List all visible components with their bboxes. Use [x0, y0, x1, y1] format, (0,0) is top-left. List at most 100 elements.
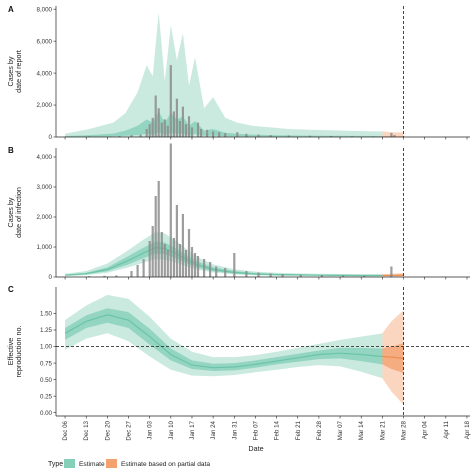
bar [145, 129, 148, 137]
y-tick-label: 0.75 [40, 360, 53, 367]
median-line-partial [382, 355, 404, 359]
bar [181, 214, 184, 277]
bar [281, 274, 284, 277]
bar [178, 244, 181, 277]
x-axis-label: Date [248, 444, 263, 453]
bar [236, 132, 239, 137]
x-tick-label: Mar 21 [379, 420, 386, 440]
bar [142, 259, 145, 277]
bar [320, 275, 323, 277]
bar [139, 134, 142, 137]
x-tick-label: Dec 13 [83, 420, 90, 440]
x-tick-label: Mar 07 [337, 420, 344, 440]
x-tick-label: Apr 11 [443, 420, 450, 438]
shared-x-axis: Dec 06 Dec 13 Dec 20 Dec 27 Jan 03 Jan 10 Jan … [62, 137, 471, 441]
bar [172, 238, 175, 277]
x-tick-label: Feb 21 [295, 420, 302, 440]
x-tick-label: Dec 20 [104, 420, 111, 440]
bar [130, 271, 133, 277]
bar [257, 134, 260, 137]
bar [257, 272, 260, 277]
x-tick-label: Jan 03 [147, 420, 154, 439]
legend-label-partial: Estimate based on partial data [121, 461, 210, 468]
x-tick-label: Mar 14 [358, 420, 365, 440]
bar [187, 229, 191, 277]
panel-a: A Cases by date of report 0 2,000 4,000 6,000 8… [6, 5, 470, 141]
y-axis-label: Cases by [6, 56, 15, 86]
y-axis-label: Cases by [6, 197, 15, 227]
bar [218, 132, 221, 137]
bar [329, 136, 333, 137]
y-tick-label: 0.00 [40, 410, 53, 417]
bar [136, 265, 139, 277]
bar [351, 136, 354, 137]
bar [151, 226, 154, 277]
band-50-partial [382, 343, 404, 373]
bar [190, 127, 194, 137]
bar [200, 129, 203, 137]
x-tick-label: Jan 17 [189, 420, 196, 439]
bar [203, 259, 206, 277]
x-tick-label: Jan 31 [231, 420, 238, 439]
y-tick-label: 3,000 [37, 184, 53, 191]
y-axis-label: reproduction no. [14, 326, 23, 378]
bar [190, 247, 194, 277]
bar [196, 256, 200, 277]
x-tick-label: Mar 28 [401, 420, 408, 440]
y-tick-label: 0 [49, 134, 53, 141]
y-tick-label: 0.25 [40, 393, 53, 400]
bar [88, 276, 91, 277]
legend-swatch-partial [106, 459, 117, 468]
bar [287, 135, 290, 137]
band-90-estimate [65, 232, 383, 277]
bar [212, 131, 215, 137]
band-50-estimate [65, 111, 383, 137]
bar [206, 129, 209, 137]
y-axis-label: date of report [14, 50, 23, 93]
bar [187, 116, 191, 137]
bar [308, 135, 311, 137]
y-axis-label: Effective [6, 338, 15, 365]
bar [130, 135, 133, 137]
y-tick-label: 2,000 [37, 214, 53, 221]
bar [184, 124, 187, 137]
bar [172, 111, 175, 137]
bar [181, 106, 184, 137]
legend-swatch-estimate [64, 459, 75, 468]
y-tick-label: 8,000 [37, 6, 53, 13]
legend-title: Type [48, 461, 63, 468]
median-line-estimate [64, 314, 383, 369]
x-tick-label: Jan 24 [210, 420, 217, 439]
bar [154, 95, 157, 137]
y-tick-label: 4,000 [37, 154, 53, 161]
bar [196, 122, 200, 137]
bar [178, 121, 181, 137]
y-tick-label: 1.25 [40, 327, 53, 334]
bar [224, 133, 227, 137]
panel-letter: A [8, 5, 14, 14]
bar [175, 205, 178, 277]
legend-label-estimate: Estimate [79, 461, 105, 468]
y-tick-label: 1.50 [40, 311, 53, 318]
bar [184, 250, 187, 277]
x-tick-label: Feb 14 [274, 420, 281, 440]
x-tick-label: Feb 07 [252, 420, 259, 440]
y-tick-label: 1,000 [37, 244, 53, 251]
legend: Type Estimate Estimate based on partial … [48, 459, 210, 468]
bar [390, 266, 393, 277]
bar [215, 266, 218, 277]
y-tick-label: 2,000 [37, 102, 53, 109]
y-tick-label: 0 [49, 274, 53, 281]
band-90-partial [382, 131, 404, 137]
bar [154, 196, 157, 277]
bar [299, 274, 302, 277]
y-axis-label: date of infection [14, 187, 23, 238]
bar [269, 135, 272, 137]
bar [169, 65, 172, 137]
bar [363, 275, 366, 277]
y-tick-label: 6,000 [37, 38, 53, 45]
bar [151, 117, 154, 137]
band-50-partial [382, 136, 404, 137]
bar [163, 119, 166, 137]
